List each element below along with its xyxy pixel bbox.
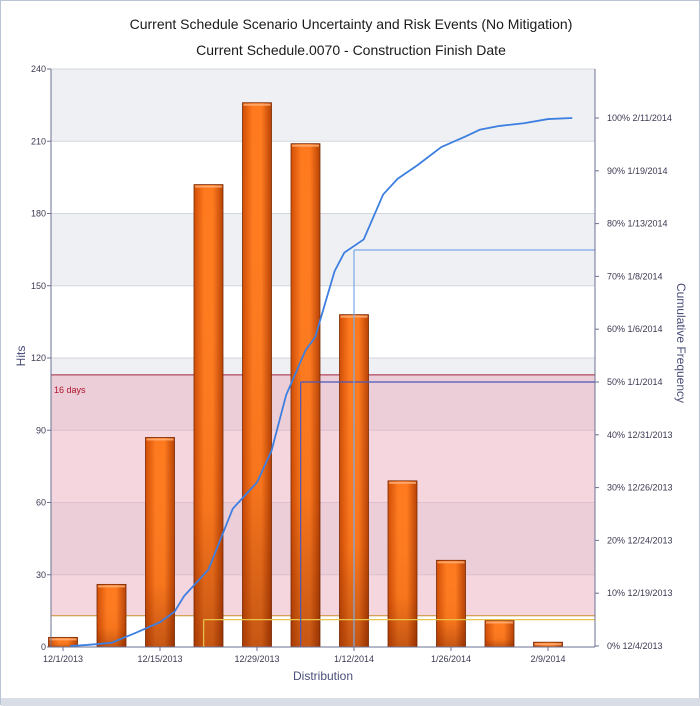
y-tick-label: 240 bbox=[31, 64, 46, 74]
bar-shade bbox=[48, 637, 78, 647]
grid-bands bbox=[51, 69, 595, 575]
y2-tick-label: 10% 12/19/2013 bbox=[607, 588, 673, 598]
bar-shade bbox=[97, 584, 126, 647]
y2-tick-label: 100% 2/11/2014 bbox=[607, 113, 672, 123]
y-axis-title: Hits bbox=[14, 346, 28, 367]
x-tick-label: 1/26/2014 bbox=[431, 654, 471, 664]
x-tick-label: 12/1/2013 bbox=[43, 654, 83, 664]
y2-tick-label: 50% 1/1/2014 bbox=[607, 377, 663, 387]
y-tick-label: 30 bbox=[36, 570, 46, 580]
risk-range-band bbox=[51, 374, 595, 617]
bottom-strip bbox=[1, 698, 700, 706]
bar-highlight bbox=[389, 481, 416, 484]
chart-title: Current Schedule Scenario Uncertainty an… bbox=[129, 16, 573, 32]
x-tick-label: 2/9/2014 bbox=[530, 654, 565, 664]
bar-highlight bbox=[292, 144, 319, 147]
grid-band bbox=[51, 502, 595, 575]
y2-tick-label: 70% 1/8/2014 bbox=[607, 271, 663, 281]
bar-shade bbox=[242, 102, 272, 647]
x-tick-label: 1/12/2014 bbox=[334, 654, 374, 664]
bar-shade bbox=[436, 560, 466, 647]
risk-band-fill bbox=[51, 374, 595, 616]
grid-band bbox=[51, 358, 595, 431]
y-tick-label: 180 bbox=[31, 209, 46, 219]
gridlines bbox=[51, 68, 595, 648]
y-tick-label: 90 bbox=[36, 425, 46, 435]
y-tick-label: 150 bbox=[31, 281, 46, 291]
bar-shade bbox=[485, 620, 514, 647]
y-tick-label: 0 bbox=[41, 642, 46, 652]
y2-axis-title: Cumulative Frequency bbox=[674, 283, 688, 403]
y2-tick-label: 40% 12/31/2013 bbox=[607, 430, 673, 440]
y2-tick-label: 90% 1/19/2014 bbox=[607, 166, 668, 176]
chart-subtitle: Current Schedule.0070 - Construction Fin… bbox=[196, 42, 506, 58]
y2-tick-label: 60% 1/6/2014 bbox=[607, 324, 663, 334]
cumulative-frequency-line bbox=[70, 117, 573, 647]
percentile-markers bbox=[203, 249, 595, 647]
y2-tick-label: 20% 12/24/2013 bbox=[607, 535, 673, 545]
y-tick-label: 120 bbox=[31, 353, 46, 363]
bar-highlight bbox=[243, 103, 271, 106]
y2-tick-label: 30% 12/26/2013 bbox=[607, 483, 673, 493]
cumulative-curve bbox=[70, 117, 573, 647]
x-tick-label: 12/29/2013 bbox=[234, 654, 279, 664]
risk-band-label: 16 days bbox=[54, 385, 86, 395]
x-axis-ticks: 12/1/2013 12/15/2013 12/29/2013 1/12/2014 1/… bbox=[43, 647, 566, 664]
bar-shade bbox=[194, 184, 223, 647]
x-tick-label: 12/15/2013 bbox=[137, 654, 182, 664]
bar-highlight bbox=[486, 621, 513, 624]
bar-highlight bbox=[437, 561, 465, 564]
bar-highlight bbox=[146, 438, 174, 441]
y2-tick-label: 80% 1/13/2014 bbox=[607, 219, 668, 229]
bar-highlight bbox=[49, 638, 77, 641]
y-axis-ticks: 0 30 60 90 120 150 180 210 240 bbox=[31, 64, 51, 652]
x-axis-title: Distribution bbox=[293, 669, 353, 683]
bar-shade bbox=[291, 143, 320, 648]
bar-highlight bbox=[195, 185, 222, 188]
bar-highlight bbox=[534, 643, 562, 646]
bar-highlight bbox=[98, 585, 125, 588]
y2-axis-ticks: 0% 12/4/2013 10% 12/19/2013 20% 12/24/2013… bbox=[595, 113, 673, 651]
y-tick-label: 60 bbox=[36, 498, 46, 508]
bar-shade bbox=[388, 480, 417, 647]
bars bbox=[48, 102, 563, 648]
y2-tick-label: 0% 12/4/2013 bbox=[607, 641, 663, 651]
grid-band bbox=[51, 69, 595, 142]
y-tick-label: 210 bbox=[31, 136, 46, 146]
bar-shade bbox=[145, 437, 175, 647]
